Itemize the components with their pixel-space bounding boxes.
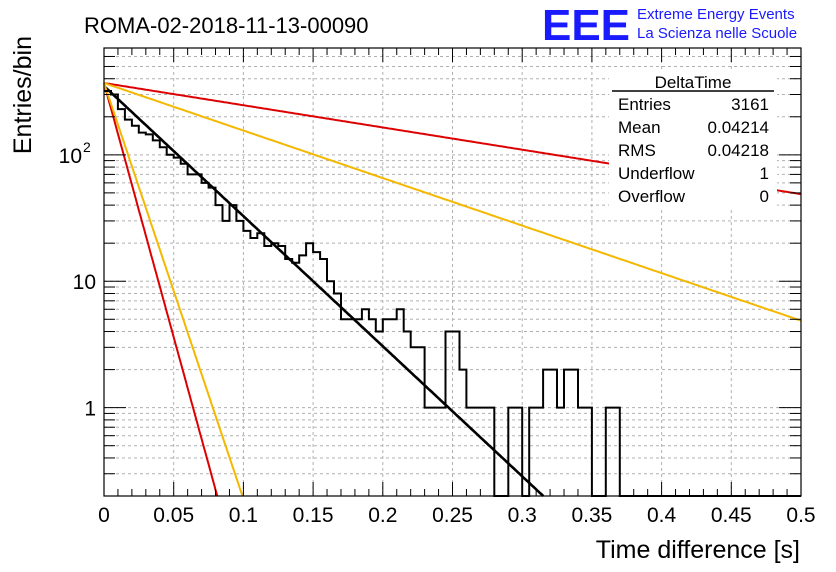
stats-row-value: 0 [760,187,769,206]
x-tick-label: 0.2 [368,504,397,527]
stats-box-rows: Entries 3161 Mean 0.04214 RMS 0.04218 Underflo… [618,95,769,206]
fit-curve [103,82,802,322]
stats-row-label: Underflow [618,164,695,183]
x-axis-label: Time difference [s] [596,536,800,564]
eee-logo-line2: La Scienza nelle Scuole [637,25,797,42]
x-tick-label: 0.1 [229,504,258,527]
axis-ticks [103,47,802,497]
stats-row-value: 3161 [731,95,769,114]
x-tick-label: 0.15 [293,504,334,527]
x-tick-label: 0.35 [571,504,612,527]
x-tick-label: 0.25 [432,504,473,527]
stats-row-label: Overflow [618,187,686,206]
x-tick-labels: 0 0.05 0.1 0.15 0.2 0.25 0.3 0.35 0.4 0.45 0.5 [98,504,815,527]
x-tick-label: 0.5 [786,504,815,527]
chart-title: ROMA-02-2018-11-13-00090 [84,13,369,38]
eee-logo-mark: EEE [542,1,630,50]
x-tick-label: 0 [98,504,110,527]
x-tick-label: 0.4 [647,504,677,527]
x-tick-label: 0.45 [711,504,752,527]
x-tick-label: 0.05 [153,504,194,527]
eee-logo-line1: Extreme Energy Events [637,6,795,23]
stats-row-value: 0.04214 [708,118,769,137]
y-tick-label-exponent: 2 [83,139,91,155]
stats-box: DeltaTime Entries 3161 Mean 0.04214 RMS 0.042… [609,70,777,210]
stats-row-label: Mean [618,118,661,137]
stats-box-title: DeltaTime [655,73,732,92]
y-tick-label: 10 [73,271,96,294]
y-axis-label: Entries/bin [9,36,37,154]
stats-row-label: Entries [618,95,671,114]
stats-row-value: 1 [760,164,769,183]
stats-row-value: 0.04218 [708,141,769,160]
stats-box-frame [609,70,777,210]
x-tick-label: 0.3 [508,504,537,527]
y-tick-label: 10 [59,145,82,168]
fit-curve [103,82,219,497]
eee-logo: EEE Extreme Energy Events La Scienza nel… [542,1,797,50]
fit-curve [103,85,545,497]
fit-curve [103,82,244,497]
y-tick-label: 1 [84,398,96,421]
stats-row-label: RMS [618,141,656,160]
